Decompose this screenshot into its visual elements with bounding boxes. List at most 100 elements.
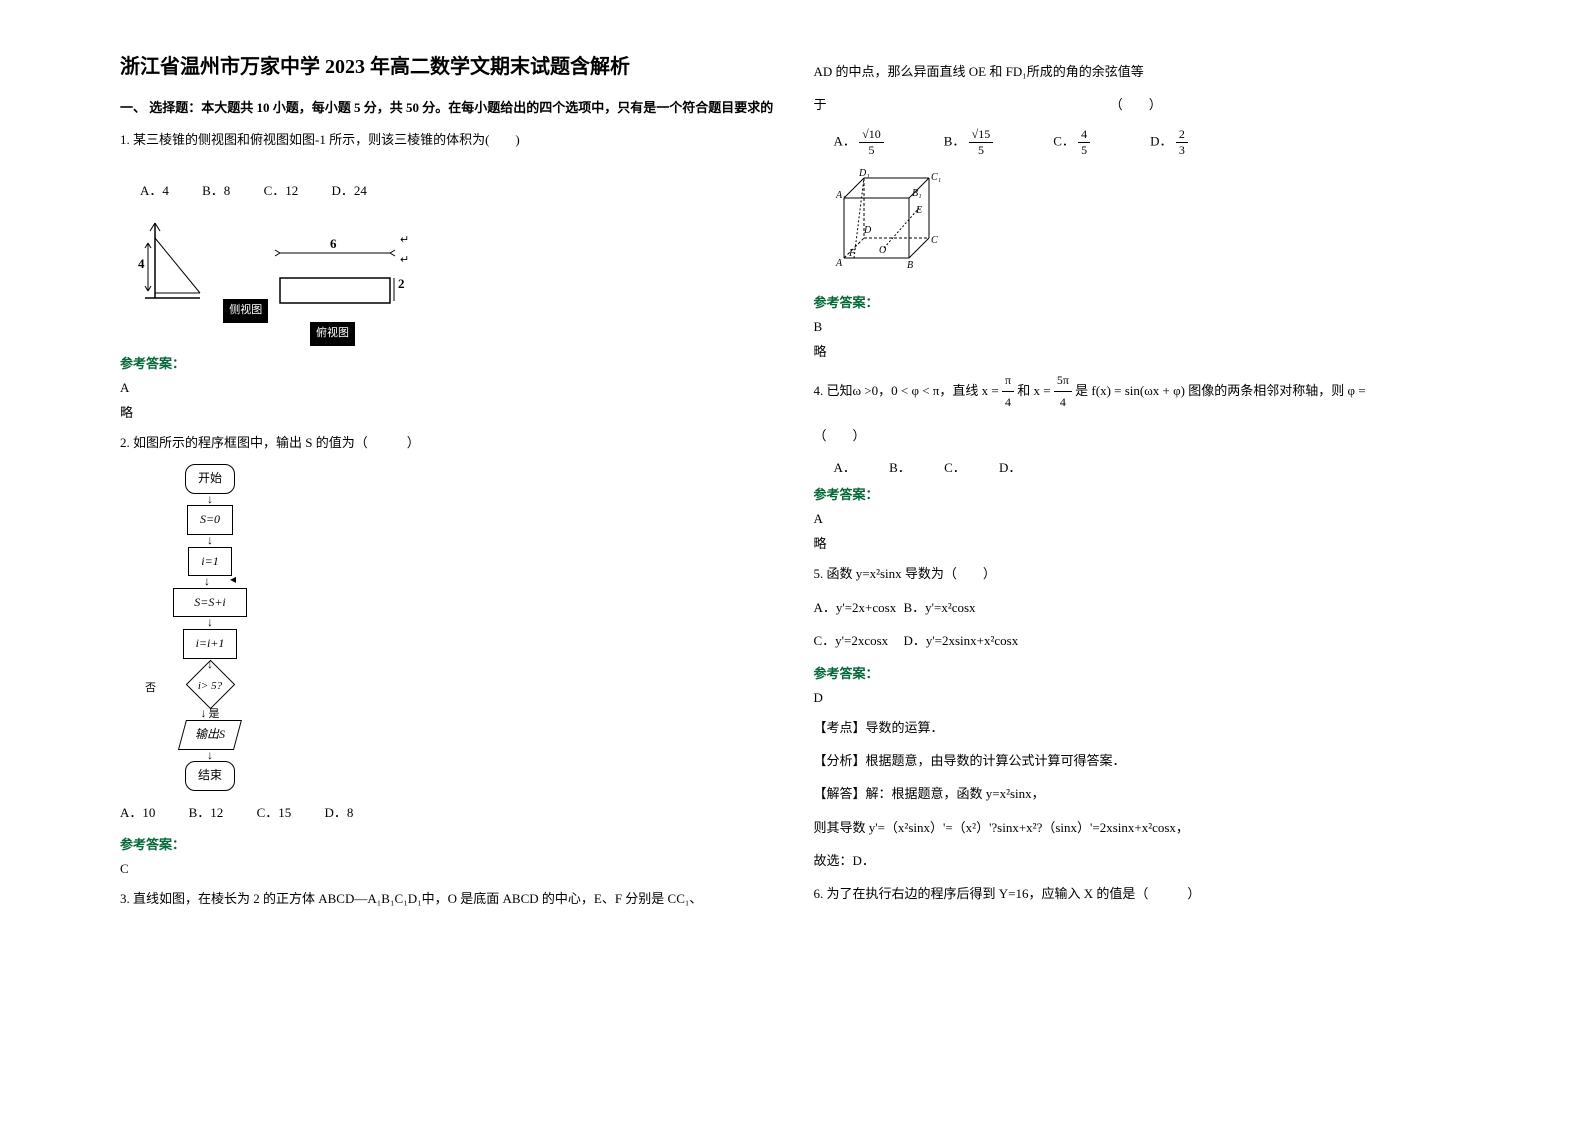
- q1-brief: 略: [120, 402, 774, 421]
- left-column: 浙江省温州市万家中学 2023 年高二数学文期末试题含解析 一、 选择题：本大题…: [100, 50, 794, 1072]
- q4-brief: 略: [814, 533, 1468, 552]
- q1-option-b: B．8: [202, 183, 230, 198]
- flow-yes-label: 是: [209, 708, 220, 720]
- question-5: 5. 函数 y=x²sinx 导数为（ ）: [814, 562, 1468, 585]
- svg-text:↵: ↵: [400, 254, 409, 266]
- question-3-p2: AD 的中点，那么异面直线 OE 和 FD₁所成的角的余弦值等: [814, 60, 1468, 83]
- flow-ss: S=S+i: [173, 588, 247, 618]
- right-column: AD 的中点，那么异面直线 OE 和 FD₁所成的角的余弦值等 于 （ ） A．…: [794, 50, 1488, 1072]
- flow-arrow: ↓◂: [140, 577, 280, 587]
- q5-solve-3: 故选：D．: [814, 849, 1468, 872]
- q2-answer-label: 参考答案：: [120, 834, 774, 853]
- svg-text:A₁: A₁: [835, 190, 846, 201]
- q1-option-d: D．24: [331, 183, 366, 198]
- side-view-label: 侧视图: [223, 299, 268, 323]
- q3-option-c: C． 45: [1053, 127, 1090, 158]
- question-3-p3: 于 （ ）: [814, 93, 1468, 116]
- q2-option-a: A．10: [120, 805, 155, 820]
- q4-option-a: A．: [834, 460, 856, 475]
- svg-text:2: 2: [398, 276, 405, 291]
- q5-option-d: D．y'=2xsinx+x²cosx: [903, 633, 1018, 648]
- top-view-svg: 6 2 ↵ ↵: [270, 233, 410, 313]
- flow-arrow: ↓是: [140, 709, 280, 719]
- q1-option-c: C．12: [264, 183, 299, 198]
- svg-text:B₁: B₁: [912, 188, 922, 199]
- side-view-svg: 4: [130, 213, 220, 313]
- q3-brief: 略: [814, 341, 1468, 360]
- question-2: 2. 如图所示的程序框图中，输出 S 的值为（ ） 开始 ↓ S=0 ↓ i=1…: [120, 431, 774, 824]
- svg-text:C₁: C₁: [931, 172, 941, 183]
- question-3-p1: 3. 直线如图，在棱长为 2 的正方体 ABCD—A₁B₁C₁D₁中，O 是底面…: [120, 887, 774, 910]
- q5-option-c: C．y'=2xcosx: [814, 633, 889, 648]
- q2-answer: C: [120, 861, 774, 877]
- top-view: 6 2 ↵ ↵ 俯视图: [270, 233, 410, 346]
- flow-diamond: i> 5?: [185, 669, 235, 699]
- flow-arrow: ↓: [140, 618, 280, 628]
- q1-option-a: A．4: [140, 183, 169, 198]
- q2-option-c: C．15: [257, 805, 292, 820]
- q4-option-d: D．: [999, 460, 1021, 475]
- flow-arrow: ↓: [140, 495, 280, 505]
- q4-option-b: B．: [889, 460, 911, 475]
- svg-text:C: C: [931, 235, 938, 246]
- q5-point: 【考点】导数的运算．: [814, 716, 1468, 739]
- svg-text:↵: ↵: [400, 234, 409, 246]
- flow-start: 开始: [185, 464, 235, 494]
- q5-answer-label: 参考答案：: [814, 663, 1468, 682]
- flow-output: 输出S: [178, 720, 242, 750]
- q1-answer: A: [120, 380, 774, 396]
- q5-option-b: B．y'=x²cosx: [903, 600, 975, 615]
- q3-blank: （ ）: [1110, 97, 1162, 112]
- q5-solve-1: 【解答】解：根据题意，函数 y=x²sinx，: [814, 782, 1468, 805]
- side-view: 4 侧视图: [130, 213, 268, 323]
- question-4-options: A． B． C． D．: [834, 457, 1468, 476]
- q2-option-b: B．12: [189, 805, 224, 820]
- question-5-options-row2: C．y'=2xcosx D．y'=2xsinx+x²cosx: [814, 629, 1468, 652]
- q2-option-d: D．8: [324, 805, 353, 820]
- question-2-text: 2. 如图所示的程序框图中，输出 S 的值为（ ）: [120, 431, 774, 454]
- svg-text:4: 4: [138, 256, 145, 271]
- svg-text:E: E: [915, 205, 922, 216]
- flow-s0: S=0: [187, 505, 233, 535]
- flow-end: 结束: [185, 761, 235, 791]
- q5-option-a: A．y'=2x+cosx: [814, 600, 897, 615]
- q3-answer: B: [814, 319, 1468, 335]
- q4-answer: A: [814, 511, 1468, 527]
- flow-arrow: ↓: [140, 536, 280, 546]
- q1-diagram: 4 侧视图 6 2: [120, 213, 774, 343]
- svg-text:A: A: [835, 258, 843, 269]
- flow-i1: i=1: [188, 547, 231, 577]
- q3-cube-diagram: A₁ B₁ C₁ D₁ A B C D E F O: [834, 168, 1468, 282]
- q5-analysis: 【分析】根据题意，由导数的计算公式计算可得答案．: [814, 749, 1468, 772]
- exam-title: 浙江省温州市万家中学 2023 年高二数学文期末试题含解析: [120, 50, 774, 79]
- svg-text:B: B: [907, 260, 913, 271]
- q5-solve-2: 则其导数 y'=（x²sinx）'=（x²）'?sinx+x²?（sinx）'=…: [814, 816, 1468, 839]
- svg-text:D: D: [863, 225, 872, 236]
- q3-answer-label: 参考答案：: [814, 292, 1468, 311]
- flow-arrow: ↓: [140, 751, 280, 761]
- q3-option-a: A． √105: [834, 127, 884, 158]
- question-1: 1. 某三棱锥的侧视图和俯视图如图-1 所示，则该三棱锥的体积为( ) A．4 …: [120, 128, 774, 343]
- q4-answer-label: 参考答案：: [814, 484, 1468, 503]
- q5-answer: D: [814, 690, 1468, 706]
- q3-option-b: B． √155: [944, 127, 994, 158]
- question-1-text: 1. 某三棱锥的侧视图和俯视图如图-1 所示，则该三棱锥的体积为( ): [120, 128, 774, 151]
- cube-svg: A₁ B₁ C₁ D₁ A B C D E F O: [834, 168, 954, 278]
- q1-answer-label: 参考答案：: [120, 353, 774, 372]
- q4-blank: （ ）: [814, 424, 1468, 447]
- top-view-label: 俯视图: [310, 322, 355, 346]
- svg-text:D₁: D₁: [858, 168, 870, 179]
- question-1-options: A．4 B．8 C．12 D．24: [140, 179, 774, 202]
- q3-option-d: D． 23: [1150, 127, 1188, 158]
- section-1-header: 一、 选择题：本大题共 10 小题，每小题 5 分，共 50 分。在每小题给出的…: [120, 97, 774, 116]
- question-3-options: A． √105 B． √155 C． 45 D． 23: [834, 127, 1468, 158]
- flow-no-label: 否: [145, 679, 156, 699]
- svg-text:6: 6: [330, 236, 337, 251]
- q4-option-c: C．: [944, 460, 966, 475]
- q2-flowchart: 开始 ↓ S=0 ↓ i=1 ↓◂ S=S+i ↓ i=i+1 ↓ 否 i> 5…: [140, 464, 280, 791]
- question-6: 6. 为了在执行右边的程序后得到 Y=16，应输入 X 的值是（ ）: [814, 882, 1468, 905]
- question-4: 4. 已知ω >0，0 < φ < π，直线 x = π4 和 x = 5π4 …: [814, 370, 1468, 414]
- question-5-options-row1: A．y'=2x+cosx B．y'=x²cosx: [814, 596, 1468, 619]
- question-2-options: A．10 B．12 C．15 D．8: [120, 801, 774, 824]
- flow-cond: i> 5?: [185, 677, 235, 697]
